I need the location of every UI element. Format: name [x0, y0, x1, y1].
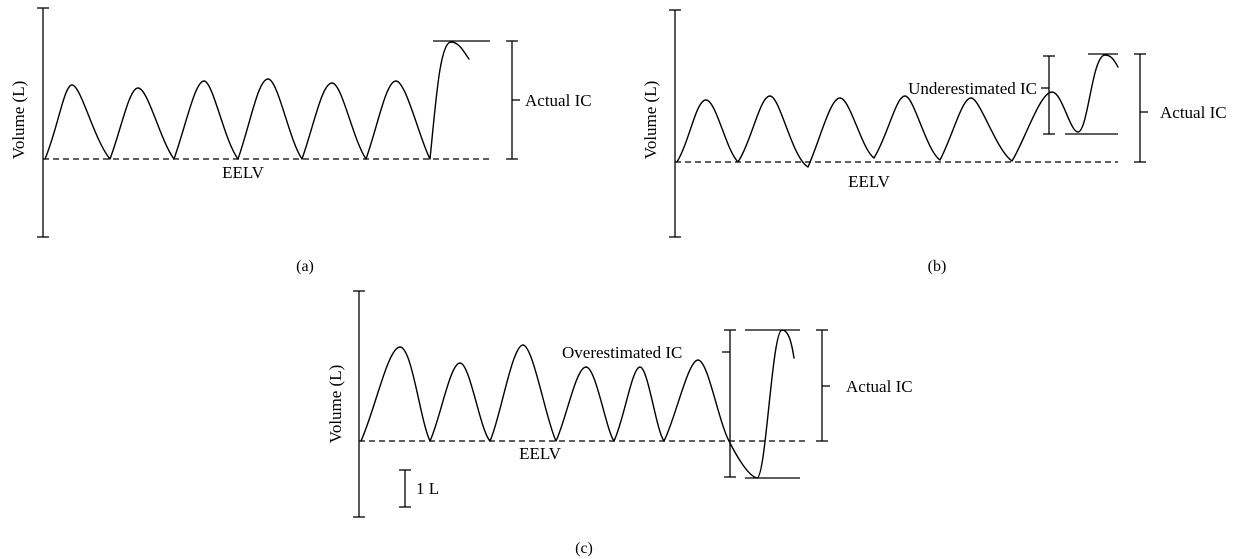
panel-c-scale-label: 1 L: [416, 479, 439, 498]
panel-a-y-axis-label: Volume (L): [9, 81, 28, 160]
panel-a-eelv-label: EELV: [222, 163, 265, 182]
panel-b-y-axis-label: Volume (L): [641, 81, 660, 160]
panel-b-eelv-label: EELV: [848, 172, 891, 191]
panel-c-caption: (c): [575, 540, 593, 557]
panel-c-overestimated-ic-label: Overestimated IC: [562, 343, 682, 362]
panel-b-tidal-breathing-trace: [676, 54, 1119, 168]
panel-b: Volume (L) EELV Underestimated IC Actual…: [641, 9, 1227, 275]
panel-c-actual-ic-label: Actual IC: [846, 377, 913, 396]
panel-a-tidal-breathing-trace: [44, 41, 470, 160]
panel-a: Volume (L) EELV Actual IC (a): [9, 7, 592, 275]
panel-b-underestimated-ic-label: Underestimated IC: [908, 79, 1037, 98]
panel-b-actual-ic-label: Actual IC: [1160, 103, 1227, 122]
panel-c: Volume (L) EELV 1 L Overestimated IC Act…: [326, 290, 913, 557]
panel-b-caption: (b): [928, 258, 947, 275]
panel-a-caption: (a): [296, 258, 314, 275]
panel-c-eelv-label: EELV: [519, 444, 562, 463]
panel-a-actual-ic-label: Actual IC: [525, 91, 592, 110]
panel-c-y-axis-label: Volume (L): [326, 365, 345, 444]
panel-c-tidal-breathing-trace: [360, 329, 795, 479]
